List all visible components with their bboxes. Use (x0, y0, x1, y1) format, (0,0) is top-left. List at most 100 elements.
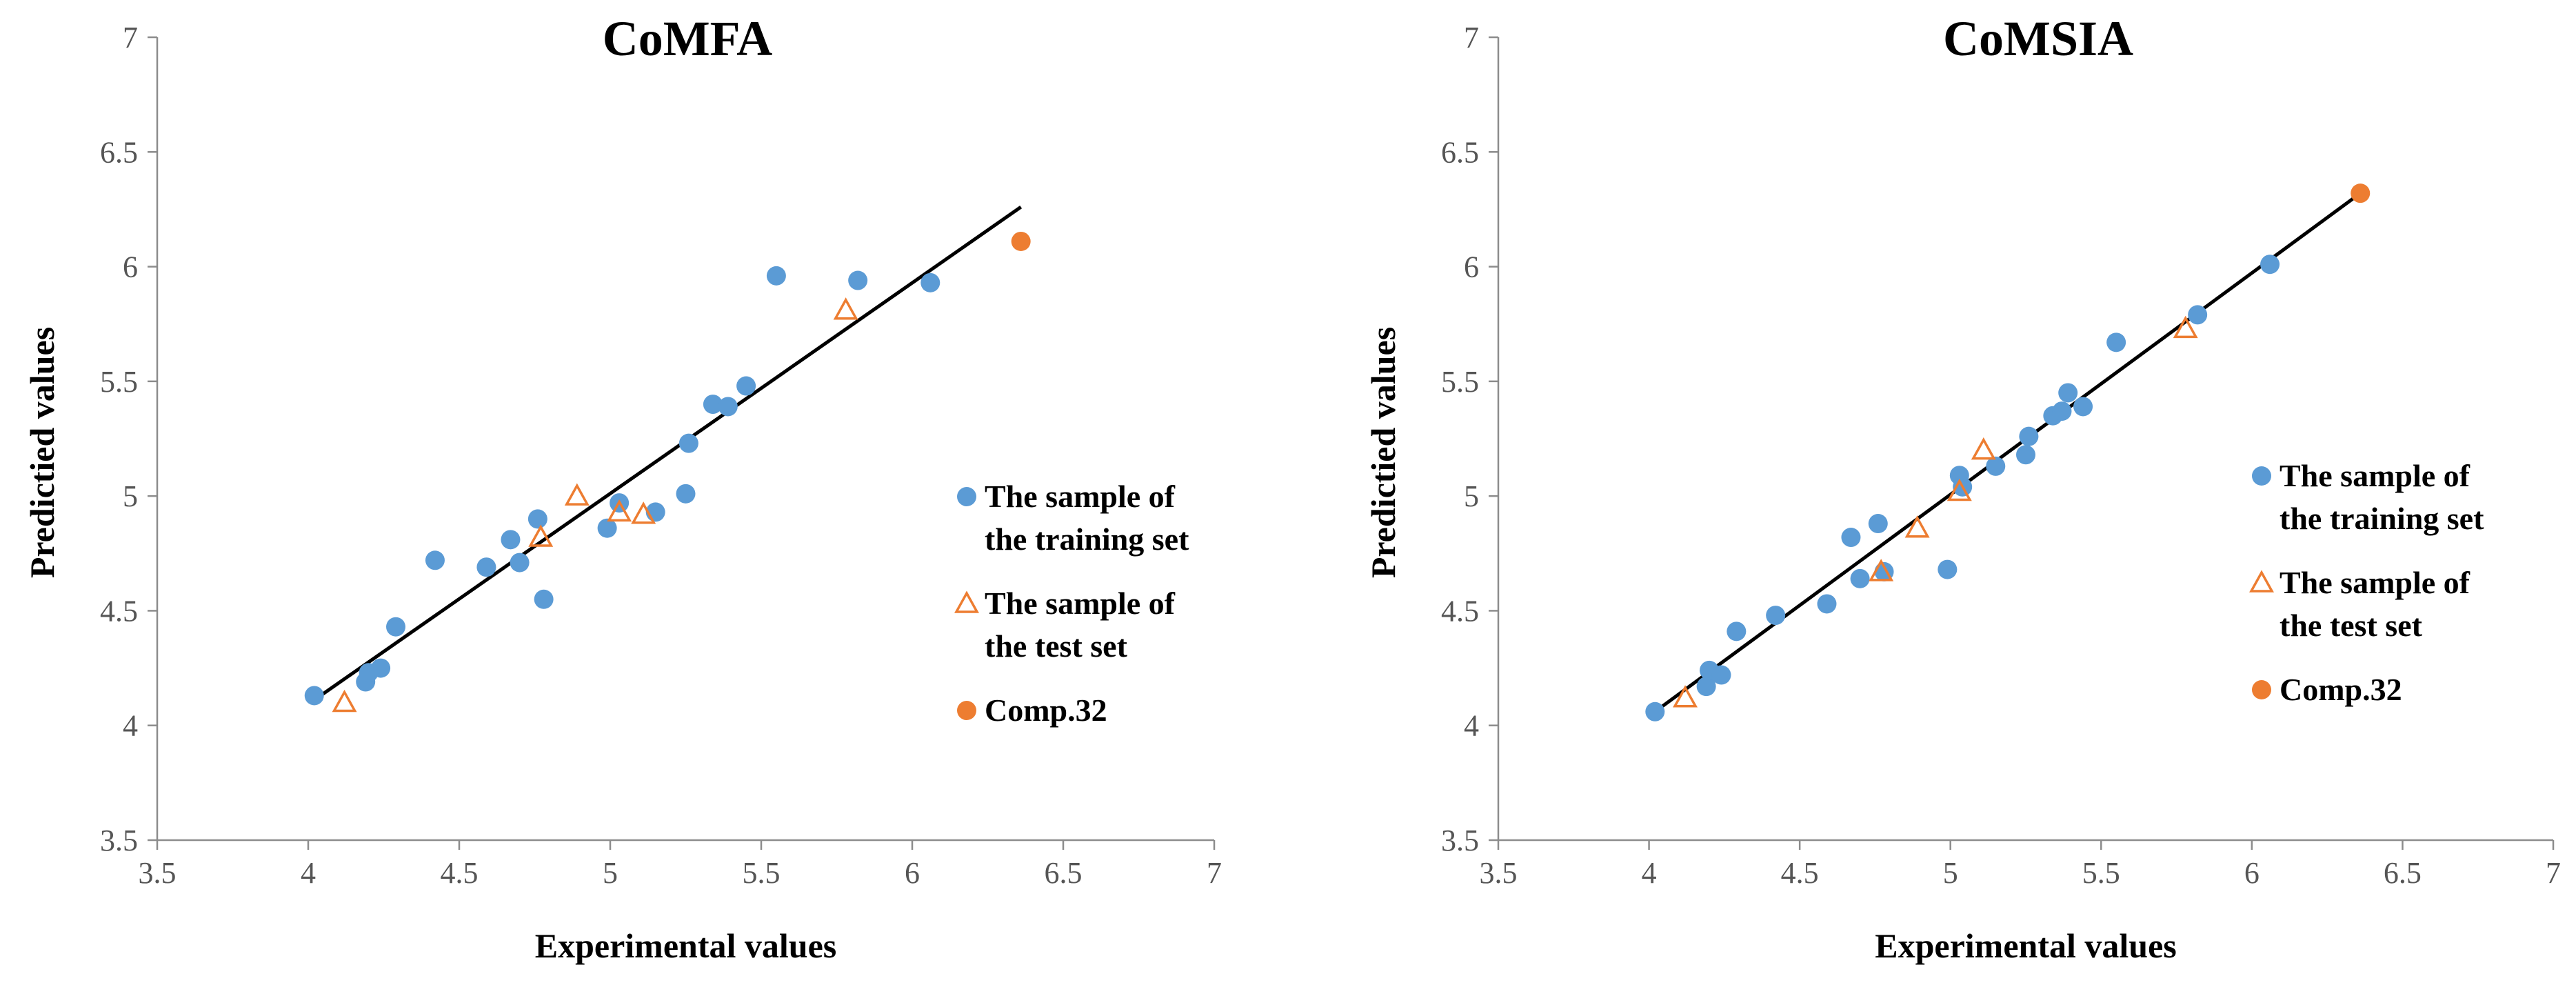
comfa-legend-comp32-marker (957, 701, 976, 720)
comsia-x-tick-label: 7 (2546, 856, 2561, 890)
comsia-x-tick-label: 6 (2244, 856, 2260, 890)
comfa-comp32-point (1011, 231, 1031, 251)
comfa-chart-panel: 3.5 4 4.5 5 5.5 6 6.5 7 3.5 4 4.5 5 5.5 6 6.5 7 CoMFA Exp… (23, 11, 1222, 965)
comsia-chart: 3.5 4 4.5 5 5.5 6 6.5 7 3.5 4 4.5 5 5.5 6 6.5 7 CoMSIA Ex… (1364, 11, 2561, 965)
comsia-legend-training-label: The sample of (2280, 458, 2471, 493)
comsia-x-tick-label: 3.5 (1480, 856, 1518, 890)
comfa-legend-training-label-line2: the training set (985, 521, 1189, 557)
comfa-training-point (501, 530, 521, 550)
comsia-chart-title: CoMSIA (1943, 11, 2133, 66)
comsia-y-tick-label: 6.5 (1441, 135, 1479, 169)
comsia-x-tick-label: 6.5 (2384, 856, 2422, 890)
comsia-training-point (1817, 594, 1837, 614)
comsia-x-tick-label: 5 (1943, 856, 1958, 890)
comsia-training-point (1868, 514, 1888, 534)
comsia-y-tick-label: 4 (1464, 709, 1479, 743)
comsia-test-point (1971, 437, 1996, 460)
comfa-training-point (718, 397, 738, 417)
comsia-y-tick-label: 5 (1464, 479, 1479, 513)
comsia-x-tick-label: 4.5 (1781, 856, 1819, 890)
comsia-training-point (2052, 401, 2072, 421)
comsia-x-tick-label: 4 (1642, 856, 1657, 890)
comfa-regression-line (316, 206, 1023, 699)
comsia-training-point (1841, 528, 1861, 548)
comsia-training-point (2106, 332, 2126, 352)
comfa-training-point (527, 509, 547, 529)
comfa-legend-comp32-label: Comp.32 (985, 693, 1107, 728)
comsia-y-tick-label: 3.5 (1441, 824, 1479, 857)
comsia-test-point (1869, 559, 1894, 581)
comfa-x-tick-label: 6.5 (1045, 856, 1083, 890)
comsia-training-point (1727, 621, 1747, 641)
comfa-legend-test-marker (954, 590, 979, 613)
comfa-training-point (848, 270, 868, 290)
comfa-training-point (425, 550, 445, 570)
comsia-legend-training-marker (2252, 466, 2271, 486)
comfa-x-tick-label: 5 (603, 856, 618, 890)
comsia-test-point (1673, 685, 1698, 708)
comfa-training-point (510, 553, 530, 573)
comfa-training-point (476, 557, 496, 577)
comsia-training-point (2073, 397, 2093, 417)
comfa-test-point (564, 483, 590, 506)
comsia-training-point (1645, 702, 1665, 722)
comfa-x-axis-label: Experimental values (535, 926, 836, 965)
comfa-training-point (678, 433, 698, 453)
comfa-legend-test-label-line2: the test set (985, 628, 1128, 664)
comsia-training-point (1696, 677, 1716, 697)
comsia-training-point (1711, 665, 1731, 685)
comfa-legend-test-label: The sample of (985, 586, 1176, 621)
comfa-legend-training-label: The sample of (985, 479, 1176, 514)
comsia-legend-test-label: The sample of (2280, 565, 2471, 600)
comfa-test-point (528, 524, 554, 547)
comfa-test-point (631, 501, 656, 524)
comfa-y-tick-label: 3.5 (100, 824, 138, 857)
comsia-training-point (1938, 559, 1958, 579)
comsia-training-point (1986, 456, 2006, 476)
comfa-x-tick-label: 7 (1207, 856, 1222, 890)
comsia-legend-comp32-marker (2252, 680, 2271, 699)
comfa-chart-title: CoMFA (603, 11, 773, 66)
comfa-y-tick-label: 5 (123, 479, 138, 513)
comsia-legend-training-label-line2: the training set (2280, 501, 2484, 536)
comfa-y-tick-label: 7 (123, 21, 138, 54)
comfa-training-point (304, 686, 324, 706)
comfa-y-tick-label: 6 (123, 250, 138, 284)
comfa-chart: 3.5 4 4.5 5 5.5 6 6.5 7 3.5 4 4.5 5 5.5 6 6.5 7 CoMFA Exp… (23, 11, 1222, 965)
comsia-test-point (1904, 515, 1930, 538)
comsia-y-axis-label: Predictied values (1364, 327, 1402, 578)
comfa-training-point (386, 617, 406, 637)
comfa-training-point (597, 518, 617, 538)
comsia-training-point (1766, 606, 1786, 626)
comfa-x-tick-label: 5.5 (743, 856, 781, 890)
comfa-x-tick-label: 3.5 (139, 856, 177, 890)
comsia-test-point (1946, 478, 1972, 501)
comsia-test-point (2173, 315, 2198, 339)
comfa-training-point (920, 272, 940, 292)
comsia-x-tick-label: 5.5 (2082, 856, 2120, 890)
comfa-training-point (766, 266, 786, 286)
comsia-training-point (2058, 383, 2078, 403)
comfa-x-tick-label: 4 (301, 856, 316, 890)
comfa-test-point (607, 499, 632, 522)
comfa-x-tick-label: 4.5 (441, 856, 479, 890)
comfa-y-tick-label: 4 (123, 709, 138, 743)
comfa-training-point (736, 376, 756, 396)
comfa-legend-training-marker (957, 487, 976, 506)
comsia-y-tick-label: 7 (1464, 21, 1479, 54)
comfa-test-point (833, 297, 858, 320)
comfa-y-axis-label: Predictied values (23, 327, 61, 578)
comsia-comp32-point (2351, 183, 2371, 203)
comsia-y-tick-label: 4.5 (1441, 594, 1479, 628)
comfa-test-point (332, 689, 357, 713)
comfa-training-point (534, 589, 554, 609)
comsia-training-point (2260, 255, 2280, 275)
comsia-legend-comp32-label: Comp.32 (2280, 672, 2402, 707)
comfa-x-tick-label: 6 (905, 856, 920, 890)
comsia-y-tick-label: 6 (1464, 250, 1479, 284)
comfa-y-tick-label: 5.5 (100, 365, 138, 399)
comsia-chart-panel: 3.5 4 4.5 5 5.5 6 6.5 7 3.5 4 4.5 5 5.5 6 6.5 7 CoMSIA Ex… (1288, 0, 2576, 985)
comfa-training-point (676, 484, 696, 504)
comsia-legend-test-label-line2: the test set (2280, 608, 2423, 643)
comsia-legend-test-marker (2249, 570, 2274, 593)
